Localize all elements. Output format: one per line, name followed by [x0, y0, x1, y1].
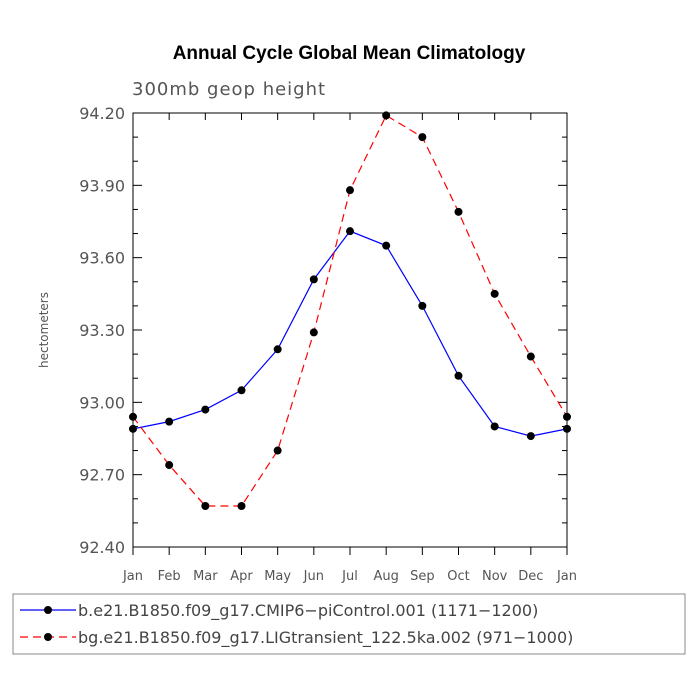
x-tick-label: Mar [193, 569, 218, 584]
series-2-point [490, 289, 499, 298]
series-2-point [418, 133, 427, 142]
x-tick-label: Jun [303, 569, 324, 584]
series-1-point [237, 386, 246, 395]
series-2-point [346, 186, 354, 195]
legend-box [12, 593, 686, 655]
plot-frame [132, 112, 568, 548]
series-line-1 [132, 230, 568, 437]
series-line-2 [132, 114, 568, 507]
series-1-point [454, 371, 463, 380]
y-tick-label: 93.00 [79, 393, 125, 412]
series-1-point [201, 405, 210, 414]
legend-label-1: b.e21.B1850.f09_g17.CMIP6−piControl.001 … [78, 601, 538, 621]
series-1-point [526, 432, 535, 441]
series-2-point [165, 461, 174, 470]
x-tick-label: Feb [158, 569, 181, 584]
x-tick-label: Sep [410, 569, 435, 584]
x-tick-label: Dec [518, 569, 543, 584]
x-tick-label: Aug [373, 569, 398, 584]
series-1-point [490, 422, 499, 431]
series-1-point [273, 345, 282, 354]
x-tick-label: Jul [341, 569, 358, 584]
series-2-point [309, 328, 318, 337]
x-tick-label: Jan [556, 569, 577, 584]
series-2-point [129, 412, 137, 421]
series-2-point [526, 352, 535, 361]
series-1-point [346, 227, 354, 236]
series-2-point [237, 502, 246, 511]
legend-marker-2 [44, 633, 52, 641]
chart-subtitle: 300mb geop height [132, 79, 326, 100]
series-2-point [454, 207, 463, 216]
series-1-point [418, 301, 427, 310]
legend-marker-1 [44, 606, 52, 614]
chart-title: Annual Cycle Global Mean Climatology [173, 43, 526, 64]
x-tick-label: Jan [122, 569, 143, 584]
x-tick-label: Oct [447, 569, 469, 584]
y-tick-label: 92.70 [79, 466, 125, 485]
series-2-point [273, 446, 282, 455]
x-tick-label: May [264, 569, 291, 584]
y-tick-label: 94.20 [79, 104, 125, 123]
y-tick-label: 93.30 [79, 321, 125, 340]
x-tick-label: Nov [482, 569, 508, 584]
series-1-point [563, 424, 571, 433]
legend-label-2: bg.e21.B1850.f09_g17.LIGtransient_122.5k… [78, 628, 573, 648]
y-tick-label: 93.60 [79, 249, 125, 268]
y-axis-label: hectometers [37, 292, 51, 368]
series-1-point [129, 424, 137, 433]
y-tick-label: 92.40 [79, 538, 125, 557]
series-2-point [382, 111, 391, 120]
series-1-point [165, 417, 174, 426]
series-1-point [382, 241, 391, 250]
series-2-point [563, 412, 571, 421]
x-tick-label: Apr [230, 569, 253, 584]
y-tick-label: 93.90 [79, 176, 125, 195]
series-2-point [201, 502, 210, 511]
series-1-point [309, 275, 318, 284]
